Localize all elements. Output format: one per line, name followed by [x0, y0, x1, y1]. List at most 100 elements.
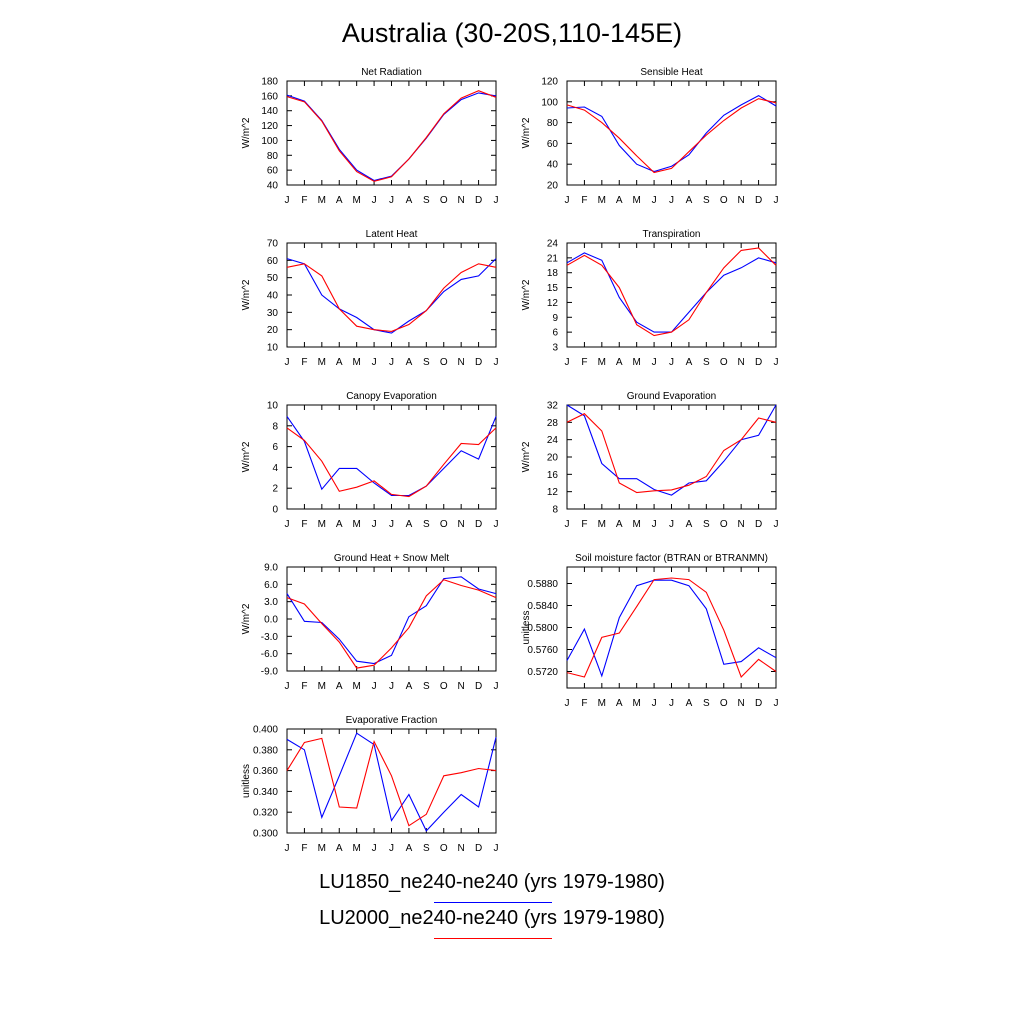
- series-line: [286, 263, 497, 332]
- series-line: [286, 427, 497, 498]
- y-axis-label: unitless: [241, 764, 252, 798]
- x-tick-label: J: [372, 195, 377, 206]
- x-tick-label: S: [423, 681, 430, 692]
- y-tick-label: 60: [267, 166, 279, 177]
- y-tick-label: 40: [547, 160, 559, 171]
- x-tick-label: A: [616, 357, 623, 368]
- y-tick-label: 6: [552, 328, 558, 339]
- x-tick-label: F: [301, 681, 307, 692]
- y-tick-label: 9.0: [264, 563, 278, 574]
- x-tick-label: A: [616, 195, 623, 206]
- x-tick-label: M: [598, 195, 606, 206]
- y-tick-label: 80: [547, 118, 559, 129]
- chart-panel: J F M A M J J A S O N D J0.3000.3200.3400.3600.3800.…: [241, 715, 499, 854]
- x-tick-label: M: [318, 519, 326, 530]
- legend-swatch-lu1850: [434, 902, 552, 903]
- series-line: [286, 579, 497, 669]
- y-tick-label: 18: [547, 268, 559, 279]
- x-tick-label: A: [406, 843, 413, 854]
- y-tick-label: 9: [552, 313, 558, 324]
- page-title: Australia (30-20S,110-145E): [341, 18, 683, 48]
- series-line: [566, 577, 777, 678]
- x-tick-label: O: [720, 698, 728, 709]
- y-tick-label: 20: [547, 453, 559, 464]
- x-tick-label: D: [755, 357, 762, 368]
- y-tick-label: 12: [547, 487, 559, 498]
- series-line: [566, 247, 777, 337]
- y-tick-label: 0: [272, 505, 278, 516]
- x-tick-label: A: [686, 698, 693, 709]
- y-tick-label: 24: [547, 239, 559, 250]
- x-tick-label: S: [423, 843, 430, 854]
- x-tick-label: J: [565, 195, 570, 206]
- plot-frame: [286, 728, 497, 834]
- y-tick-label: 32: [547, 401, 559, 412]
- x-tick-label: J: [285, 681, 290, 692]
- y-tick-label: 20: [267, 325, 279, 336]
- x-tick-label: J: [372, 843, 377, 854]
- y-tick-label: 120: [541, 77, 558, 88]
- x-tick-label: N: [458, 195, 465, 206]
- y-tick-label: -3.0: [261, 632, 279, 643]
- x-tick-label: J: [669, 195, 674, 206]
- y-tick-label: 120: [261, 121, 278, 132]
- y-tick-label: -9.0: [261, 667, 279, 678]
- y-axis-label: unitless: [521, 611, 532, 645]
- x-tick-label: A: [686, 519, 693, 530]
- series-line: [286, 258, 497, 334]
- y-tick-label: 24: [547, 435, 559, 446]
- y-tick-label: 6.0: [264, 580, 278, 591]
- y-tick-label: 30: [267, 308, 279, 319]
- y-tick-label: 4: [272, 463, 278, 474]
- y-tick-label: 0.5840: [527, 601, 558, 612]
- x-tick-label: M: [352, 681, 360, 692]
- y-tick-label: 0.5880: [527, 579, 558, 590]
- panel-title: Sensible Heat: [640, 67, 702, 78]
- x-tick-label: A: [616, 519, 623, 530]
- y-tick-label: 3.0: [264, 597, 278, 608]
- x-tick-label: A: [406, 357, 413, 368]
- y-tick-label: 20: [547, 181, 559, 192]
- x-tick-label: O: [720, 195, 728, 206]
- x-tick-label: A: [336, 519, 343, 530]
- y-tick-label: 160: [261, 91, 278, 102]
- y-tick-label: 2: [272, 484, 278, 495]
- x-tick-label: D: [475, 843, 482, 854]
- panel-title: Ground Heat + Snow Melt: [334, 553, 450, 564]
- x-tick-label: J: [372, 357, 377, 368]
- x-tick-label: J: [774, 195, 779, 206]
- x-tick-label: F: [581, 357, 587, 368]
- x-tick-label: J: [285, 195, 290, 206]
- y-tick-label: 0.5800: [527, 623, 558, 634]
- y-axis-label: W/m^2: [241, 279, 252, 310]
- chart-panel: J F M A M J J A S O N D J0.57200.57600.58000.58400.5…: [521, 553, 779, 709]
- plot-frame: [566, 566, 777, 689]
- series-line: [286, 90, 497, 182]
- y-tick-label: 15: [547, 283, 559, 294]
- x-tick-label: J: [494, 519, 499, 530]
- y-tick-label: 0.0: [264, 615, 278, 626]
- x-tick-label: S: [423, 357, 430, 368]
- x-tick-label: A: [406, 519, 413, 530]
- series-line: [286, 737, 497, 827]
- x-tick-label: J: [389, 843, 394, 854]
- plot-frame: [566, 80, 777, 186]
- series-line: [566, 98, 777, 174]
- series-line: [286, 416, 497, 497]
- x-tick-label: O: [440, 195, 448, 206]
- x-tick-label: A: [406, 195, 413, 206]
- y-axis-label: W/m^2: [521, 117, 532, 148]
- x-tick-label: F: [301, 519, 307, 530]
- panel-title: Canopy Evaporation: [346, 391, 437, 402]
- x-tick-label: J: [494, 357, 499, 368]
- y-tick-label: 180: [261, 77, 278, 88]
- x-tick-label: S: [423, 519, 430, 530]
- y-tick-label: 10: [267, 343, 279, 354]
- y-tick-label: 28: [547, 418, 559, 429]
- x-tick-label: J: [652, 357, 657, 368]
- y-tick-label: 3: [552, 343, 558, 354]
- x-tick-label: O: [720, 357, 728, 368]
